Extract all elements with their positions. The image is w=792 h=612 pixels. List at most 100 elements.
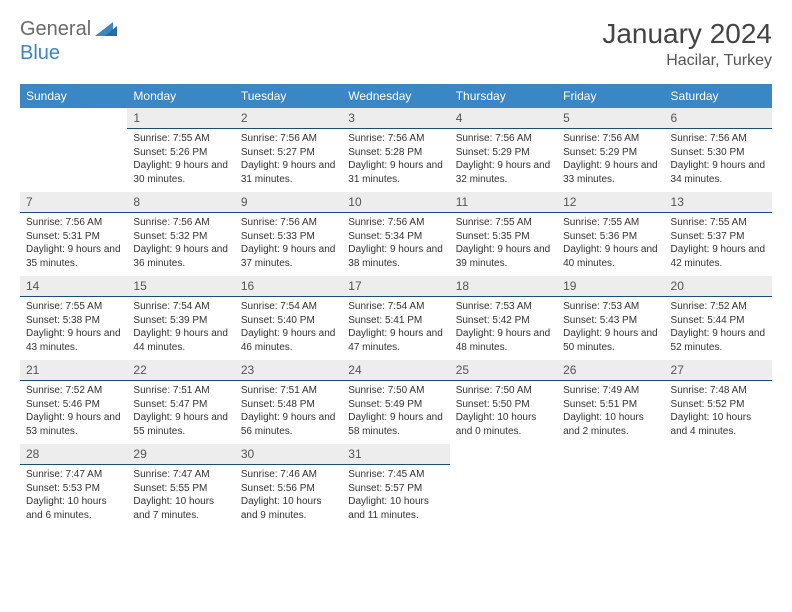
calendar-day-cell: 22Sunrise: 7:51 AMSunset: 5:47 PMDayligh… (127, 360, 234, 444)
day-number: 12 (557, 192, 664, 213)
day-number: 20 (665, 276, 772, 297)
day-number: 1 (127, 108, 234, 129)
calendar-head: SundayMondayTuesdayWednesdayThursdayFrid… (20, 84, 772, 108)
day-number: 17 (342, 276, 449, 297)
location-subtitle: Hacilar, Turkey (602, 52, 772, 70)
day-details: Sunrise: 7:45 AMSunset: 5:57 PMDaylight:… (342, 465, 449, 525)
day-details: Sunrise: 7:53 AMSunset: 5:43 PMDaylight:… (557, 297, 664, 357)
day-number: 15 (127, 276, 234, 297)
calendar-day-cell: 26Sunrise: 7:49 AMSunset: 5:51 PMDayligh… (557, 360, 664, 444)
day-number: 24 (342, 360, 449, 381)
day-details: Sunrise: 7:56 AMSunset: 5:32 PMDaylight:… (127, 213, 234, 273)
day-details: Sunrise: 7:56 AMSunset: 5:29 PMDaylight:… (557, 129, 664, 189)
calendar-week-row: 21Sunrise: 7:52 AMSunset: 5:46 PMDayligh… (20, 360, 772, 444)
day-number: 21 (20, 360, 127, 381)
calendar-day-cell: 31Sunrise: 7:45 AMSunset: 5:57 PMDayligh… (342, 444, 449, 528)
day-number: 2 (235, 108, 342, 129)
day-details: Sunrise: 7:55 AMSunset: 5:37 PMDaylight:… (665, 213, 772, 273)
calendar-day-cell: 15Sunrise: 7:54 AMSunset: 5:39 PMDayligh… (127, 276, 234, 360)
calendar-day-cell: 2Sunrise: 7:56 AMSunset: 5:27 PMDaylight… (235, 108, 342, 192)
day-number: 31 (342, 444, 449, 465)
page-header: General January 2024 Hacilar, Turkey (20, 18, 772, 70)
calendar-week-row: 14Sunrise: 7:55 AMSunset: 5:38 PMDayligh… (20, 276, 772, 360)
day-details: Sunrise: 7:54 AMSunset: 5:41 PMDaylight:… (342, 297, 449, 357)
day-number: 23 (235, 360, 342, 381)
calendar-day-cell: 3Sunrise: 7:56 AMSunset: 5:28 PMDaylight… (342, 108, 449, 192)
day-details: Sunrise: 7:55 AMSunset: 5:38 PMDaylight:… (20, 297, 127, 357)
brand-part1: General (20, 18, 91, 41)
day-details: Sunrise: 7:53 AMSunset: 5:42 PMDaylight:… (450, 297, 557, 357)
day-details: Sunrise: 7:56 AMSunset: 5:29 PMDaylight:… (450, 129, 557, 189)
day-details: Sunrise: 7:54 AMSunset: 5:39 PMDaylight:… (127, 297, 234, 357)
day-details: Sunrise: 7:55 AMSunset: 5:26 PMDaylight:… (127, 129, 234, 189)
weekday-header: Friday (557, 84, 664, 108)
calendar-day-cell: 10Sunrise: 7:56 AMSunset: 5:34 PMDayligh… (342, 192, 449, 276)
calendar-day-cell: 30Sunrise: 7:46 AMSunset: 5:56 PMDayligh… (235, 444, 342, 528)
calendar-body: .1Sunrise: 7:55 AMSunset: 5:26 PMDayligh… (20, 108, 772, 528)
day-details: Sunrise: 7:56 AMSunset: 5:30 PMDaylight:… (665, 129, 772, 189)
calendar-table: SundayMondayTuesdayWednesdayThursdayFrid… (20, 84, 772, 528)
day-details: Sunrise: 7:52 AMSunset: 5:44 PMDaylight:… (665, 297, 772, 357)
title-block: January 2024 Hacilar, Turkey (602, 18, 772, 70)
weekday-header: Wednesday (342, 84, 449, 108)
calendar-day-cell: . (20, 108, 127, 192)
calendar-week-row: 7Sunrise: 7:56 AMSunset: 5:31 PMDaylight… (20, 192, 772, 276)
weekday-header: Saturday (665, 84, 772, 108)
day-number: 25 (450, 360, 557, 381)
day-number: 7 (20, 192, 127, 213)
day-number: 14 (20, 276, 127, 297)
calendar-day-cell: 29Sunrise: 7:47 AMSunset: 5:55 PMDayligh… (127, 444, 234, 528)
day-number: 28 (20, 444, 127, 465)
day-number: 8 (127, 192, 234, 213)
weekday-header: Tuesday (235, 84, 342, 108)
calendar-week-row: .1Sunrise: 7:55 AMSunset: 5:26 PMDayligh… (20, 108, 772, 192)
day-number: 13 (665, 192, 772, 213)
calendar-day-cell: 9Sunrise: 7:56 AMSunset: 5:33 PMDaylight… (235, 192, 342, 276)
calendar-day-cell: . (665, 444, 772, 528)
calendar-day-cell: 27Sunrise: 7:48 AMSunset: 5:52 PMDayligh… (665, 360, 772, 444)
calendar-day-cell: . (557, 444, 664, 528)
day-number: 9 (235, 192, 342, 213)
calendar-day-cell: 24Sunrise: 7:50 AMSunset: 5:49 PMDayligh… (342, 360, 449, 444)
calendar-day-cell: 4Sunrise: 7:56 AMSunset: 5:29 PMDaylight… (450, 108, 557, 192)
month-title: January 2024 (602, 18, 772, 50)
calendar-day-cell: 8Sunrise: 7:56 AMSunset: 5:32 PMDaylight… (127, 192, 234, 276)
day-number: 19 (557, 276, 664, 297)
calendar-day-cell: 16Sunrise: 7:54 AMSunset: 5:40 PMDayligh… (235, 276, 342, 360)
day-number: 11 (450, 192, 557, 213)
calendar-day-cell: 13Sunrise: 7:55 AMSunset: 5:37 PMDayligh… (665, 192, 772, 276)
day-number: 26 (557, 360, 664, 381)
day-details: Sunrise: 7:55 AMSunset: 5:36 PMDaylight:… (557, 213, 664, 273)
calendar-day-cell: . (450, 444, 557, 528)
day-details: Sunrise: 7:51 AMSunset: 5:47 PMDaylight:… (127, 381, 234, 441)
brand-logo: General (20, 18, 119, 41)
day-details: Sunrise: 7:56 AMSunset: 5:33 PMDaylight:… (235, 213, 342, 273)
day-number: 5 (557, 108, 664, 129)
weekday-header: Thursday (450, 84, 557, 108)
day-details: Sunrise: 7:47 AMSunset: 5:55 PMDaylight:… (127, 465, 234, 525)
day-number: 16 (235, 276, 342, 297)
calendar-day-cell: 12Sunrise: 7:55 AMSunset: 5:36 PMDayligh… (557, 192, 664, 276)
day-number: 4 (450, 108, 557, 129)
day-number: 29 (127, 444, 234, 465)
day-number: 22 (127, 360, 234, 381)
day-details: Sunrise: 7:56 AMSunset: 5:27 PMDaylight:… (235, 129, 342, 189)
day-details: Sunrise: 7:50 AMSunset: 5:50 PMDaylight:… (450, 381, 557, 441)
day-number: 30 (235, 444, 342, 465)
day-number: 27 (665, 360, 772, 381)
calendar-day-cell: 25Sunrise: 7:50 AMSunset: 5:50 PMDayligh… (450, 360, 557, 444)
day-number: 3 (342, 108, 449, 129)
day-number: 6 (665, 108, 772, 129)
day-details: Sunrise: 7:48 AMSunset: 5:52 PMDaylight:… (665, 381, 772, 441)
calendar-week-row: 28Sunrise: 7:47 AMSunset: 5:53 PMDayligh… (20, 444, 772, 528)
calendar-day-cell: 19Sunrise: 7:53 AMSunset: 5:43 PMDayligh… (557, 276, 664, 360)
day-details: Sunrise: 7:56 AMSunset: 5:31 PMDaylight:… (20, 213, 127, 273)
day-number: 18 (450, 276, 557, 297)
brand-part2: Blue (20, 42, 60, 64)
calendar-day-cell: 14Sunrise: 7:55 AMSunset: 5:38 PMDayligh… (20, 276, 127, 360)
day-details: Sunrise: 7:49 AMSunset: 5:51 PMDaylight:… (557, 381, 664, 441)
calendar-day-cell: 23Sunrise: 7:51 AMSunset: 5:48 PMDayligh… (235, 360, 342, 444)
calendar-day-cell: 17Sunrise: 7:54 AMSunset: 5:41 PMDayligh… (342, 276, 449, 360)
brand-triangle-icon (95, 18, 117, 41)
day-details: Sunrise: 7:55 AMSunset: 5:35 PMDaylight:… (450, 213, 557, 273)
